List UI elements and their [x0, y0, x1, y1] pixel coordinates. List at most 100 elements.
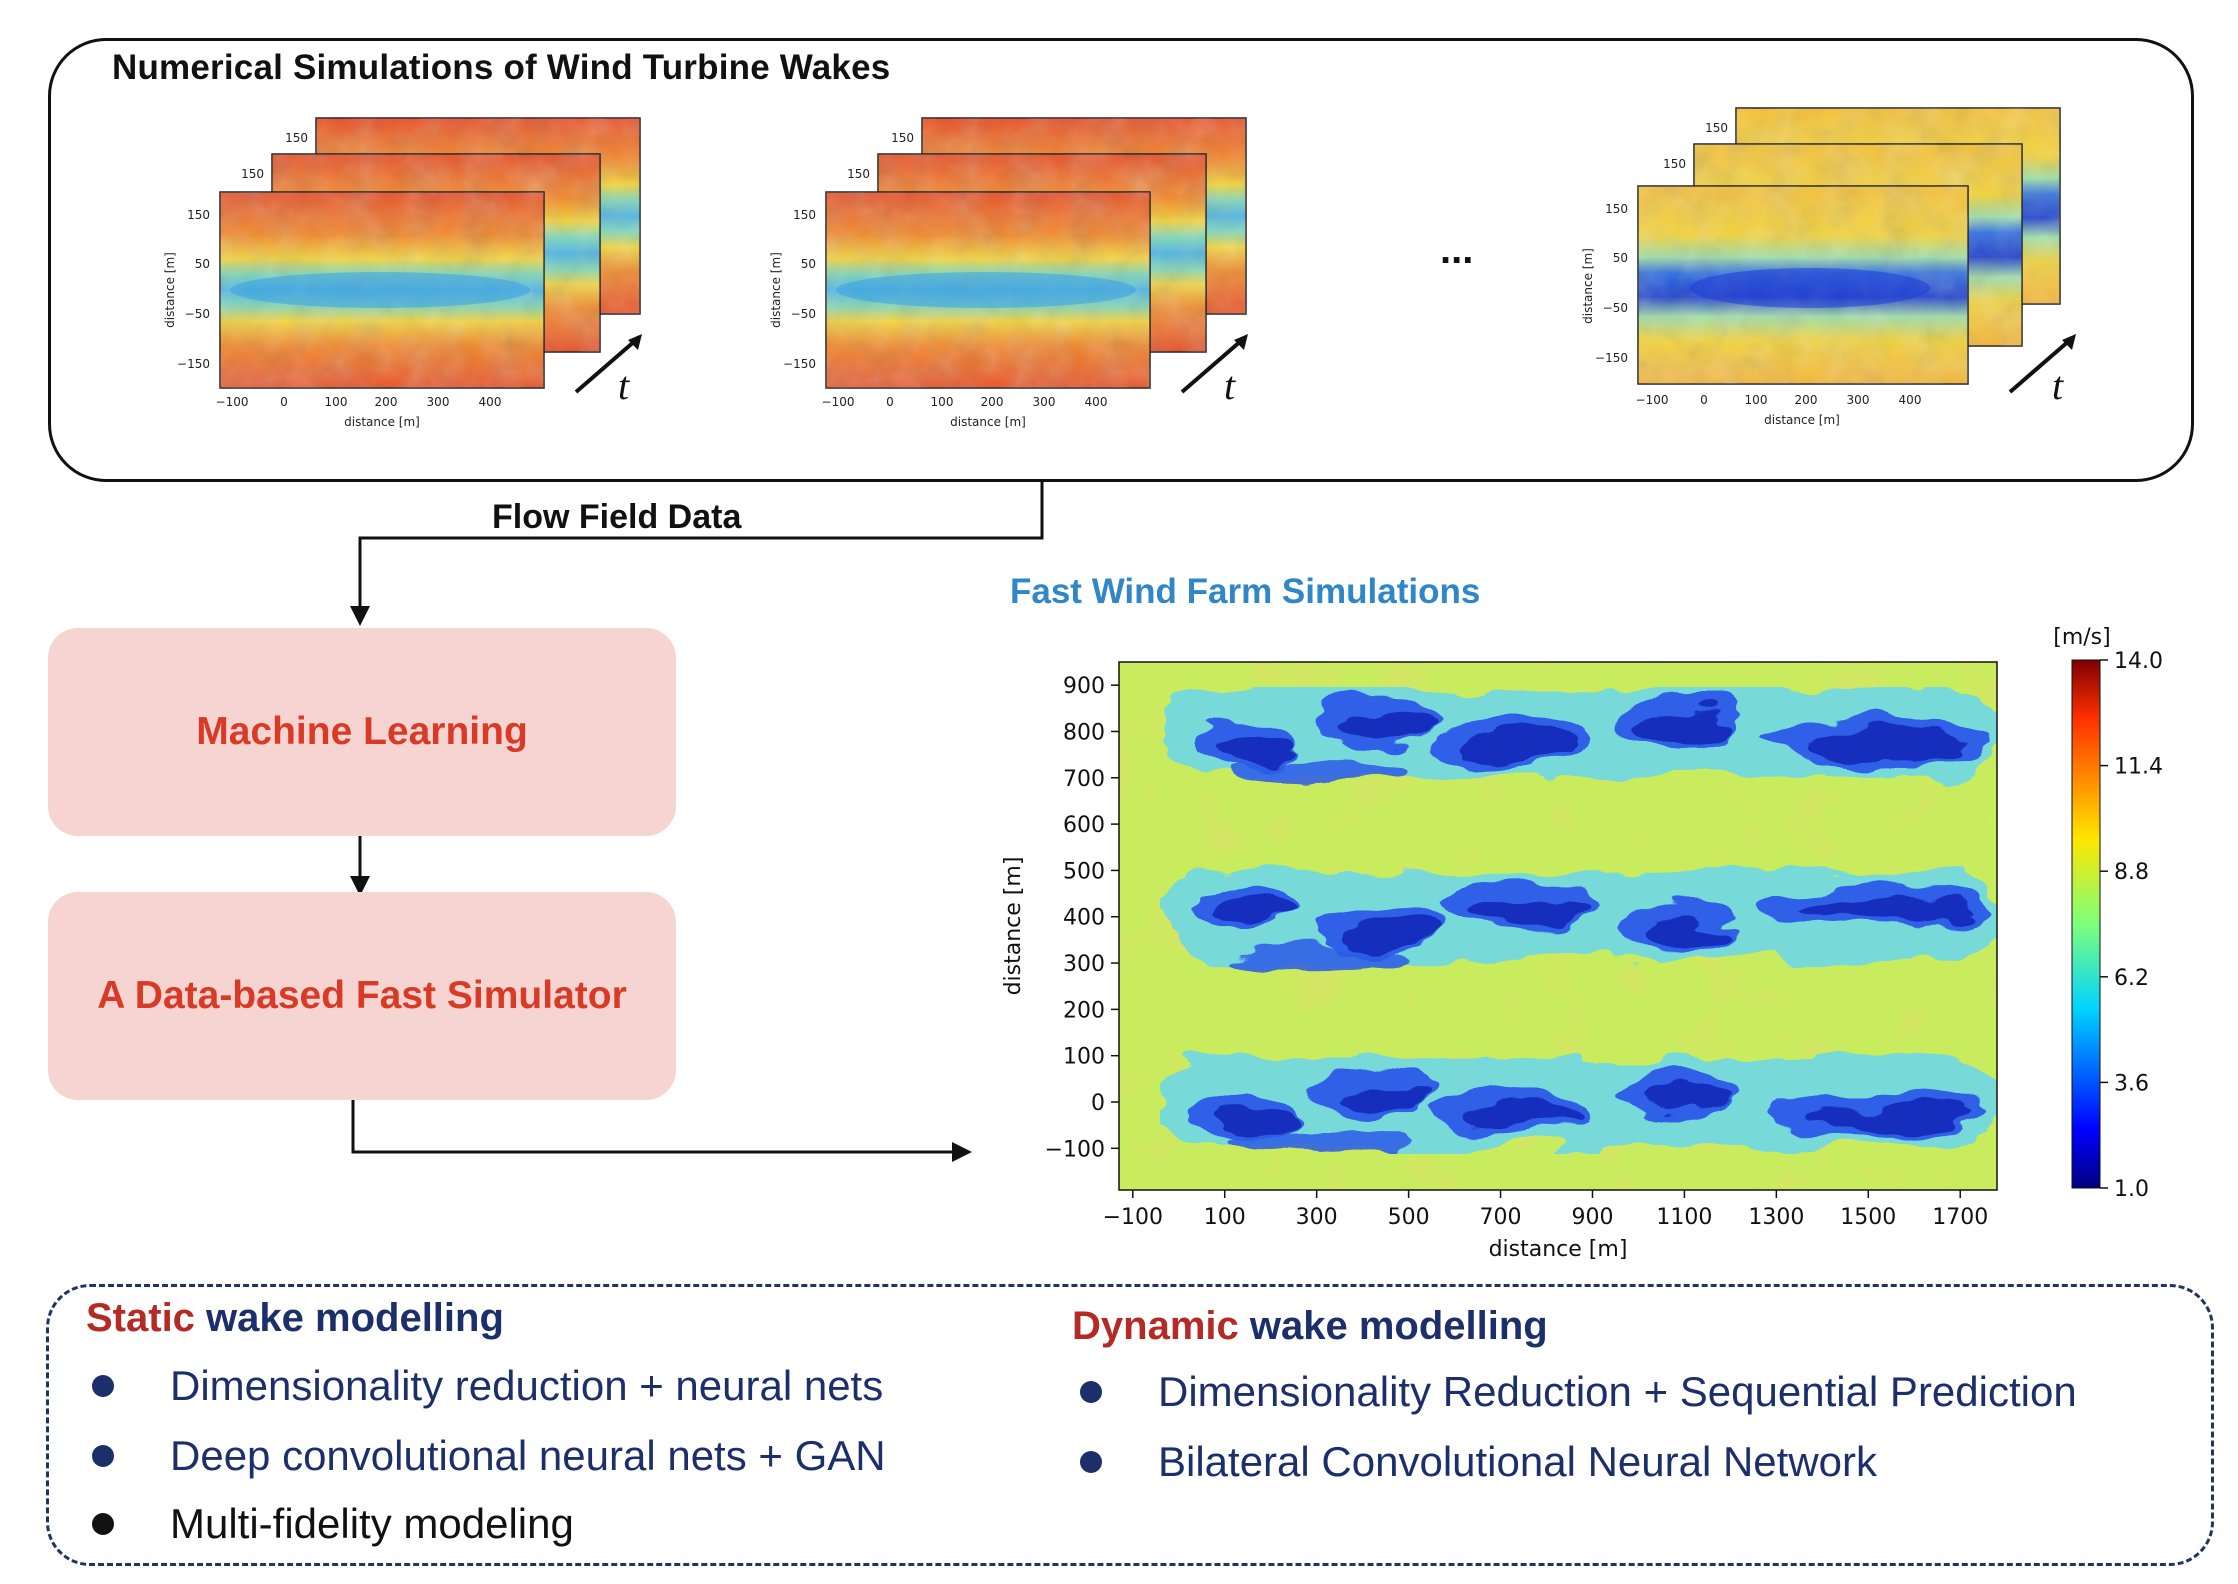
y-tick-label: −100: [1045, 1137, 1105, 1162]
static-item: Dimensionality reduction + neural nets: [92, 1362, 883, 1410]
dynamic-item: Dimensionality Reduction + Sequential Pr…: [1080, 1368, 2077, 1416]
thumbnail-front-frame: 150 50 −50 −150 −100 0 100 200 300 400 d…: [1581, 185, 1969, 427]
x-tick-label: 500: [1388, 1205, 1430, 1230]
x-tick-label: 1100: [1656, 1205, 1712, 1230]
svg-text:distance [m]: distance [m]: [769, 252, 783, 328]
bullet-icon: [92, 1513, 114, 1535]
svg-text:50: 50: [801, 257, 816, 271]
thumbnail-stack-3: 150 150 150 50 −50 −150 −100 0 100 200 3…: [1581, 107, 2061, 427]
wake-core-deep: [1210, 1104, 1296, 1132]
static-heading-rest: wake modelling: [194, 1296, 504, 1340]
x-tick-label: 1700: [1932, 1205, 1988, 1230]
colorbar-tick-label: 11.4: [2114, 755, 2163, 780]
bullet-icon: [1080, 1381, 1102, 1403]
svg-text:150: 150: [1705, 121, 1728, 135]
dynamic-heading-rest: wake modelling: [1238, 1304, 1548, 1348]
fast-sim-title: Fast Wind Farm Simulations: [1010, 572, 1481, 611]
y-tick-label: 500: [1063, 859, 1105, 884]
heatmap-field: [1119, 662, 1997, 1190]
static-item: Multi-fidelity modeling: [92, 1500, 574, 1548]
y-tick-label: 200: [1063, 998, 1105, 1023]
x-tick-label: 900: [1571, 1205, 1613, 1230]
svg-text:−100: −100: [1636, 393, 1669, 407]
svg-text:150: 150: [793, 208, 816, 222]
wake-tail: [1224, 944, 1409, 969]
wake-core-deep: [1210, 733, 1296, 762]
wake-core-deep: [1464, 733, 1585, 762]
x-tick-label: 1300: [1748, 1205, 1804, 1230]
bullet-icon: [92, 1445, 114, 1467]
colorbar-tick-label: 14.0: [2114, 649, 2163, 674]
thumbnail-front-frame: 150 50 −50 −150 −100 0 100 200 300 400 d…: [163, 191, 545, 429]
svg-text:distance [m]: distance [m]: [950, 415, 1026, 429]
x-tick-label: 100: [1204, 1205, 1246, 1230]
svg-text:400: 400: [1899, 393, 1922, 407]
y-axis: 900 800 700 600 500 400 300 200 100 0 −100: [1045, 674, 1119, 1162]
fast-simulator-label: A Data-based Fast Simulator: [97, 974, 627, 1017]
machine-learning-label: Machine Learning: [196, 710, 528, 753]
wake-core-deep: [1640, 1082, 1740, 1110]
svg-text:distance [m]: distance [m]: [1764, 413, 1840, 427]
svg-text:−50: −50: [1603, 301, 1628, 315]
fast-simulator-box: A Data-based Fast Simulator: [48, 892, 676, 1100]
svg-text:150: 150: [1663, 157, 1686, 171]
colorbar-unit: [m/s]: [2053, 625, 2110, 650]
dynamic-heading: Dynamic wake modelling: [1072, 1304, 1548, 1349]
svg-text:300: 300: [1847, 393, 1870, 407]
svg-text:300: 300: [1033, 395, 1056, 409]
svg-text:200: 200: [1795, 393, 1818, 407]
wake-tail: [1224, 1130, 1409, 1154]
svg-text:300: 300: [427, 395, 450, 409]
wake-core-deep: [1210, 896, 1296, 925]
colorbar-tick-label: 1.0: [2114, 1177, 2149, 1202]
colorbar-tick-label: 8.8: [2114, 860, 2149, 885]
wake-tail: [1224, 759, 1409, 784]
ellipsis: ...: [1440, 228, 1474, 272]
wake-core-deep: [1802, 896, 1973, 925]
time-arrow-2: [1180, 334, 1248, 394]
wake-core-deep: [1340, 711, 1433, 740]
svg-text:−150: −150: [177, 357, 210, 371]
svg-text:0: 0: [1700, 393, 1708, 407]
static-accent: Static: [86, 1296, 195, 1340]
dynamic-item: Bilateral Convolutional Neural Network: [1080, 1438, 1877, 1486]
svg-text:150: 150: [847, 167, 870, 181]
thumb-y-label: distance [m]: [163, 252, 177, 328]
svg-text:200: 200: [981, 395, 1004, 409]
thumbnail-front-frame: 150 50 −50 −150 −100 0 100 200 300 400 d…: [769, 191, 1151, 429]
svg-text:−100: −100: [822, 395, 855, 409]
time-label-2: t: [1224, 363, 1236, 408]
bullet-icon: [1080, 1451, 1102, 1473]
static-heading: Static wake modelling: [86, 1296, 504, 1341]
svg-text:100: 100: [931, 395, 954, 409]
flow-field-label: Flow Field Data: [492, 498, 742, 536]
wake-core-deep: [1640, 711, 1740, 740]
svg-text:50: 50: [1613, 251, 1628, 265]
time-label-1: t: [618, 363, 630, 408]
wake-core-deep: [1464, 896, 1585, 925]
static-item: Deep convolutional neural nets + GAN: [92, 1432, 886, 1480]
thumbnail-stack-1: 150 150 150 50 −50 −150 −100 0 100 200 3…: [163, 117, 641, 429]
dynamic-accent: Dynamic: [1072, 1304, 1239, 1348]
svg-text:distance [m]: distance [m]: [1581, 248, 1595, 324]
svg-text:400: 400: [479, 395, 502, 409]
svg-text:200: 200: [375, 395, 398, 409]
y-tick-label: 0: [1091, 1091, 1105, 1116]
y-tick-label: 800: [1063, 720, 1105, 745]
y-tick-label: 100: [1063, 1045, 1105, 1070]
thumb-x-label: distance [m]: [344, 415, 420, 429]
svg-text:150: 150: [187, 208, 210, 222]
svg-text:−150: −150: [783, 357, 816, 371]
time-arrow-3: [2008, 334, 2076, 394]
y-axis-label: distance [m]: [1001, 857, 1026, 996]
svg-text:0: 0: [886, 395, 894, 409]
svg-text:−50: −50: [791, 307, 816, 321]
time-label-3: t: [2052, 363, 2064, 408]
svg-text:150: 150: [891, 131, 914, 145]
svg-text:400: 400: [1085, 395, 1108, 409]
x-tick-label: −100: [1103, 1205, 1163, 1230]
wake-core-deep: [1640, 918, 1740, 947]
modelling-approaches-panel: [46, 1284, 2214, 1566]
x-axis-label: distance [m]: [1489, 1237, 1628, 1262]
x-tick-label: 700: [1480, 1205, 1522, 1230]
